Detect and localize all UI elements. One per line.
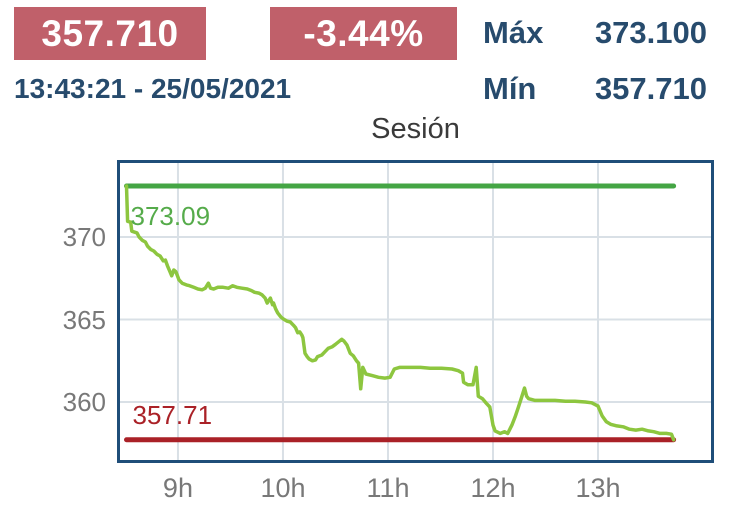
max-line-label: 373.09 xyxy=(131,201,211,231)
y-tick-label: 360 xyxy=(62,387,106,417)
min-value: 357.710 xyxy=(594,71,707,106)
x-tick-label: 11h xyxy=(366,473,410,503)
last-price-badge: 357.710 xyxy=(14,7,206,60)
chart-title: Sesión xyxy=(371,113,460,145)
max-value: 373.100 xyxy=(594,15,707,50)
x-tick-label: 13h xyxy=(575,473,621,503)
timestamp: 13:43:21 - 25/05/2021 xyxy=(14,73,292,104)
x-tick-label: 12h xyxy=(470,473,516,503)
chart-plot-area[interactable]: 373.09 357.71 xyxy=(117,160,714,463)
x-tick-label: 10h xyxy=(260,473,306,503)
price-line xyxy=(124,184,676,442)
y-tick-label: 365 xyxy=(62,304,106,335)
max-label: Máx xyxy=(483,15,544,50)
min-line-label: 357.71 xyxy=(133,400,213,430)
change-percent-badge: -3.44% xyxy=(270,7,457,60)
session-line-chart[interactable]: 373.09 357.71 xyxy=(120,163,711,460)
min-label: Mín xyxy=(483,71,537,106)
x-tick-label: 9h xyxy=(162,473,193,503)
y-tick-label: 370 xyxy=(62,222,106,252)
